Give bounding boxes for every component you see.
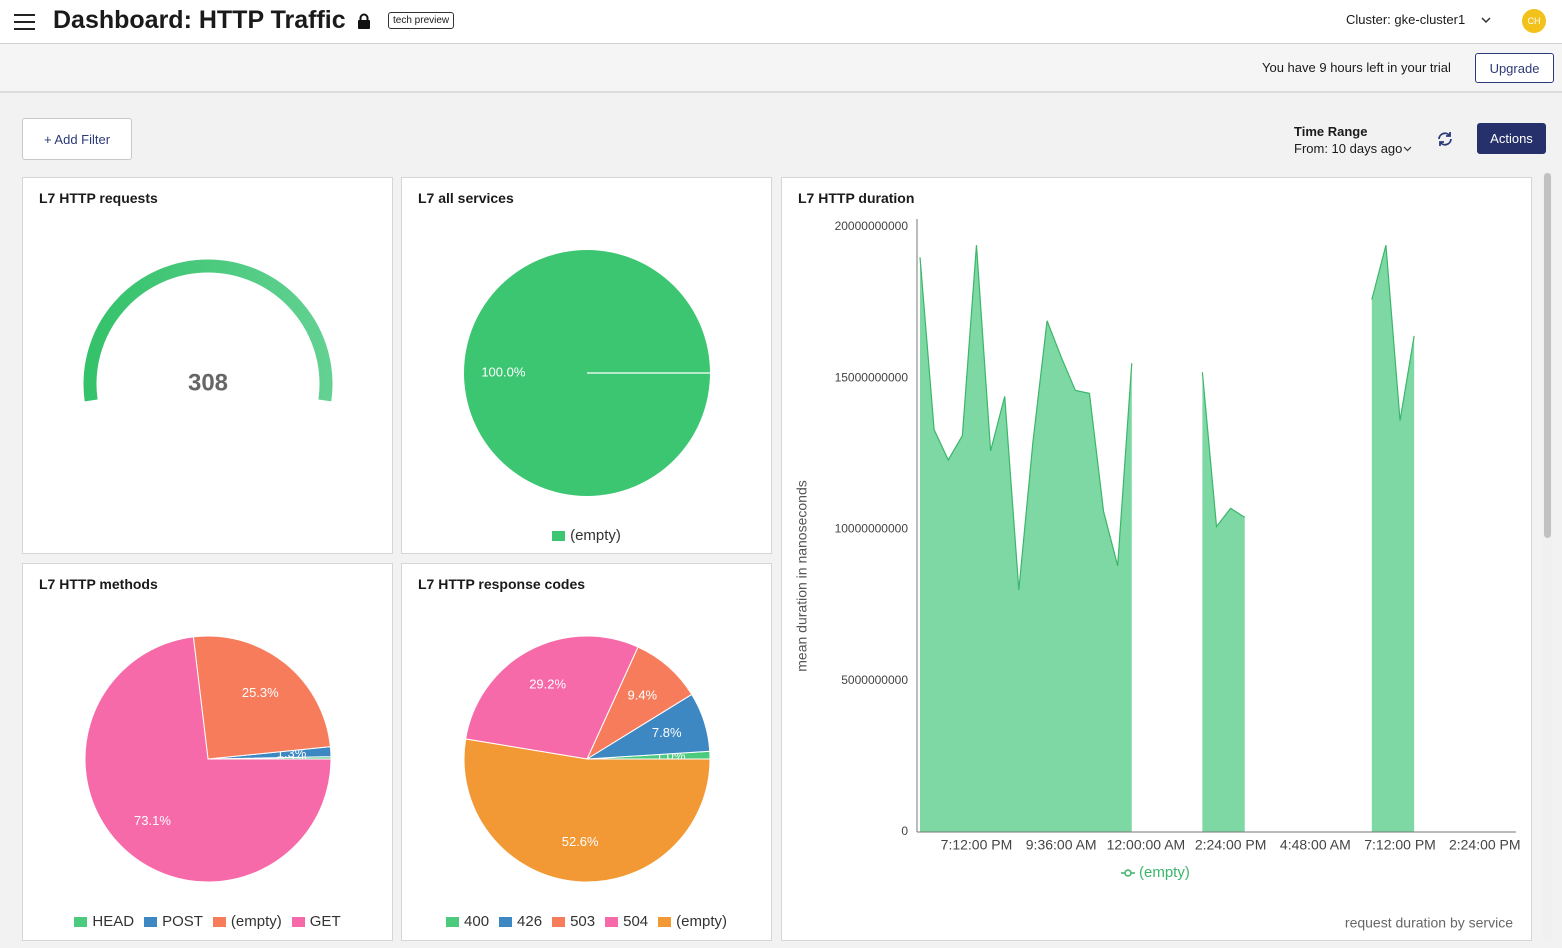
legend-item: (empty): [552, 527, 621, 544]
panel: 0 5000000000 10000000000 15000000000 2000000…: [781, 177, 1532, 941]
chevron: [1403, 146, 1412, 152]
scroll-thumb[interactable]: [1544, 173, 1551, 538]
y-axis-label: mean duration in nanoseconds: [794, 480, 810, 671]
pie-slice: [84, 636, 332, 883]
line: [919, 244, 1415, 591]
panel: 1.0% 7.8% 9.4% 29.2% 52.6% L7 HTTP response c…: [401, 563, 772, 941]
trial-message: You have 9 hours left in your trial: [1262, 60, 1451, 75]
chart-title: L7 HTTP response codes: [418, 576, 586, 592]
legend-swatch: [212, 917, 226, 928]
chart-title: L7 all services: [418, 190, 514, 206]
y-tick-label: 0: [901, 824, 908, 838]
data-label: 52.6%: [562, 834, 599, 849]
gauge-arc: [83, 259, 333, 402]
menu-button[interactable]: [14, 13, 36, 31]
time-range-label: Time Range: [1294, 124, 1368, 139]
legend-swatch: [552, 917, 566, 928]
refresh-button[interactable]: [1436, 130, 1454, 148]
legend-item: (empty): [658, 913, 727, 930]
y-tick-label: 10000000000: [835, 522, 909, 536]
gauge-value: 308: [188, 369, 228, 396]
pie-slice: [465, 635, 639, 760]
chart-title: L7 HTTP methods: [39, 576, 158, 592]
legend-swatch: [658, 917, 672, 928]
trial-bar: You have 9 hours left in your trial Upgr…: [0, 44, 1562, 93]
legend: 400 426 503 504 (empty): [402, 913, 771, 930]
legend-label: (empty): [1139, 864, 1190, 881]
chart: 1.0%7.8%9.4%29.2%52.6%: [463, 635, 711, 883]
legend-item: HEAD: [74, 913, 134, 930]
legend-swatch: [446, 917, 460, 928]
chart-title: L7 HTTP requests: [39, 190, 158, 206]
legend-item: POST: [144, 913, 203, 930]
data-label: 9.4%: [627, 688, 657, 703]
caption: request duration by service: [1345, 915, 1513, 931]
legend-item: 504: [605, 913, 648, 930]
panel: 0.3%1.3%25.3%73.1%L7 HTTP methodsHEADPOS…: [22, 563, 393, 941]
y-tick-label: 5000000000: [841, 673, 908, 687]
x-tick-label: 7:12:00 PM: [1364, 837, 1436, 853]
page-title: Dashboard: HTTP Traffic: [53, 6, 346, 34]
x-tick-label: 4:48:00 AM: [1280, 837, 1351, 853]
legend-item: (empty): [212, 913, 282, 930]
panel: 100.0% L7 all services (empty): [401, 177, 772, 554]
y-tick-label: 15000000000: [835, 370, 909, 384]
data-label: 25.3%: [242, 685, 279, 700]
header: Dashboard: HTTP Traffic tech preview Clu…: [0, 0, 1562, 44]
x-tick-label: 7:12:00 PM: [941, 837, 1013, 853]
chevron: [1481, 17, 1491, 24]
chart: 0 5000000000 10000000000 15000000000 2000000…: [794, 219, 1521, 931]
legend-item: 426: [499, 913, 542, 930]
legend-item: 400: [446, 913, 489, 930]
legend-item: GET: [291, 913, 341, 930]
legend-swatch: [144, 917, 158, 928]
upgrade-button[interactable]: Upgrade: [1475, 53, 1554, 83]
data-label: 7.8%: [652, 725, 682, 740]
panel: 308 L7 HTTP requests: [22, 177, 393, 554]
legend-label: 504: [623, 913, 649, 930]
chart-title: L7 HTTP duration: [798, 190, 915, 206]
legend-label: 400: [464, 913, 490, 930]
time-range-select[interactable]: From: 10 days ago: [1294, 141, 1403, 156]
legend-label: GET: [309, 913, 341, 930]
legend-swatch: [605, 917, 619, 928]
legend-label: 426: [517, 913, 543, 930]
pie-slice: [463, 738, 711, 883]
data-label: 29.2%: [529, 677, 566, 692]
avatar[interactable]: CH: [1522, 9, 1546, 33]
legend-swatch: [291, 917, 305, 928]
x-tick-label: 12:00:00 AM: [1107, 837, 1186, 853]
chart: 0.3%1.3%25.3%73.1%: [84, 635, 332, 883]
chart: 308: [83, 259, 333, 402]
x-tick-label: 2:24:00 PM: [1449, 837, 1521, 853]
badge: tech preview: [388, 12, 455, 29]
area: [920, 245, 1415, 832]
add-filter-button[interactable]: + Add Filter: [22, 118, 132, 160]
legend-label: (empty): [230, 913, 282, 930]
legend-marker: [1124, 869, 1132, 877]
legend-label: HEAD: [92, 913, 135, 930]
legend-label: (empty): [570, 527, 621, 544]
legend-swatch: [552, 531, 566, 542]
data-label: 100.0%: [481, 364, 526, 379]
legend-label: 503: [570, 913, 596, 930]
scrollbar[interactable]: [1543, 172, 1552, 940]
y-tick-label: 20000000000: [835, 219, 909, 233]
legend: HEAD POST (empty) GET: [23, 913, 392, 930]
cluster-select[interactable]: Cluster: gke-cluster1: [1346, 12, 1466, 27]
pie-slice: [192, 635, 331, 760]
legend-label: POST: [162, 913, 203, 930]
lock-icon: [358, 13, 370, 29]
legend-swatch: [499, 917, 513, 928]
legend: (empty): [402, 527, 771, 544]
data-label: 73.1%: [134, 813, 171, 828]
x-tick-label: 2:24:00 PM: [1195, 837, 1267, 853]
actions-button[interactable]: Actions: [1477, 123, 1546, 154]
legend-label: (empty): [676, 913, 727, 930]
chart: 100.0%: [464, 250, 710, 496]
legend-swatch: [74, 917, 88, 928]
x-tick-label: 9:36:00 AM: [1026, 837, 1097, 853]
legend-item: 503: [552, 913, 595, 930]
